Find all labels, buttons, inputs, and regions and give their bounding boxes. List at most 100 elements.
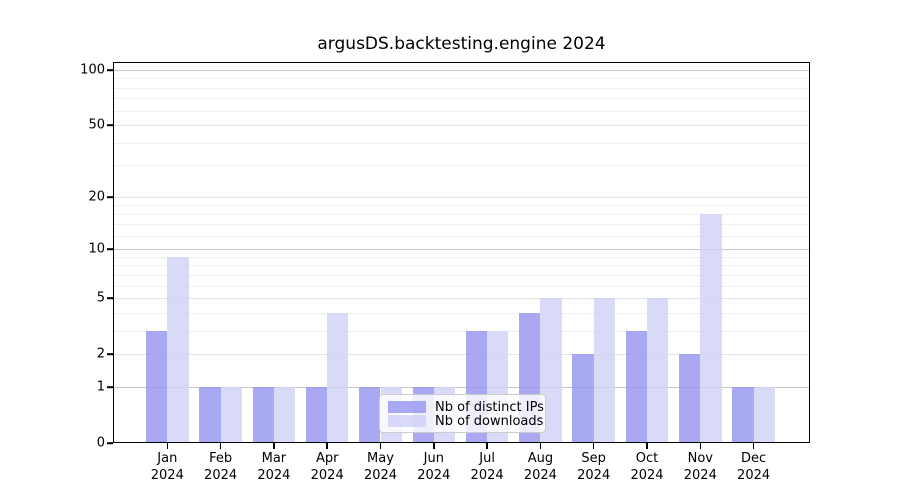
x-tick-label-feb: Feb 2024: [189, 450, 253, 484]
gridline-y-60: [113, 110, 810, 112]
bar-downloads-mar: [273, 386, 296, 443]
legend-item-distinct-ips: Nb of distinct IPs: [388, 400, 544, 415]
x-tick-year-nov: 2024: [683, 468, 717, 483]
gridline-y-9: [113, 256, 810, 258]
gridline-y-7: [113, 274, 810, 276]
y-tick-label-2: 2: [96, 346, 105, 362]
gridline-y-90: [113, 78, 810, 80]
gridline-y-6: [113, 285, 810, 287]
y-tick-mark-2: [107, 353, 113, 355]
bar-distinct-ips-jan: [146, 330, 168, 443]
x-tick-year-dec: 2024: [737, 468, 771, 483]
gridline-y-40: [113, 142, 810, 144]
y-tick-mark-1: [107, 386, 113, 388]
y-tick-mark-5: [107, 297, 113, 299]
bar-downloads-dec: [753, 386, 775, 443]
x-tick-year-jul: 2024: [470, 468, 504, 483]
x-tick-mark-feb: [219, 443, 222, 449]
x-tick-month-nov: Nov: [687, 451, 713, 466]
x-tick-label-mar: Mar 2024: [242, 450, 306, 484]
x-tick-label-nov: Nov 2024: [668, 450, 732, 484]
gridline-y-2: [113, 354, 810, 356]
bar-distinct-ips-dec: [732, 386, 754, 443]
x-tick-year-apr: 2024: [310, 468, 344, 483]
y-tick-label-50: 50: [88, 117, 105, 133]
gridline-y-16: [113, 214, 810, 216]
y-tick-label-10: 10: [88, 241, 105, 257]
legend-label-distinct-ips: Nb of distinct IPs: [435, 399, 544, 415]
x-tick-label-oct: Oct 2024: [615, 450, 679, 484]
gridline-y-14: [113, 224, 810, 226]
bar-downloads-feb: [220, 386, 242, 443]
legend-box: Nb of distinct IPs Nb of downloads: [379, 394, 546, 433]
bar-downloads-apr: [327, 312, 349, 443]
x-tick-month-aug: Aug: [527, 451, 554, 466]
x-tick-month-apr: Apr: [315, 451, 339, 466]
x-tick-year-jun: 2024: [417, 468, 451, 483]
y-tick-mark-100: [107, 69, 113, 71]
gridline-y-8: [113, 265, 810, 267]
x-tick-label-may: May 2024: [349, 450, 413, 484]
gridline-y-50: [113, 125, 810, 127]
x-tick-mark-nov: [699, 443, 702, 449]
gridline-y-12: [113, 235, 810, 237]
y-tick-mark-0: [107, 442, 113, 444]
legend-swatch-distinct-ips: [388, 401, 426, 413]
gridline-y-5: [113, 298, 810, 300]
gridline-y-18: [113, 205, 810, 207]
x-tick-mark-may: [379, 443, 382, 449]
x-tick-year-feb: 2024: [204, 468, 238, 483]
bar-distinct-ips-nov: [679, 354, 701, 443]
y-tick-label-100: 100: [80, 62, 105, 78]
x-tick-month-jun: Jun: [423, 451, 444, 466]
x-tick-mark-dec: [752, 443, 755, 449]
y-tick-label-0: 0: [96, 435, 105, 451]
x-tick-mark-jul: [486, 443, 488, 449]
x-tick-label-aug: Aug 2024: [508, 450, 572, 484]
bar-downloads-jan: [167, 256, 189, 443]
x-tick-month-may: May: [367, 451, 394, 466]
gridline-y-20: [113, 196, 810, 198]
gridline-y-30: [113, 165, 810, 167]
chart-title: argusDS.backtesting.engine 2024: [317, 34, 606, 54]
x-tick-month-jul: Jul: [479, 451, 495, 466]
y-tick-label-20: 20: [88, 189, 105, 205]
x-tick-month-oct: Oct: [635, 451, 659, 466]
gridline-y-10: [113, 249, 810, 251]
x-tick-label-sep: Sep 2024: [562, 450, 626, 484]
gridline-y-80: [113, 87, 810, 89]
x-tick-label-apr: Apr 2024: [295, 450, 359, 484]
x-tick-mark-oct: [646, 443, 648, 449]
x-tick-label-jan: Jan 2024: [135, 450, 199, 484]
x-tick-month-jan: Jan: [157, 451, 178, 466]
gridline-y-70: [113, 98, 810, 100]
x-tick-month-mar: Mar: [261, 451, 287, 466]
bar-distinct-ips-oct: [625, 330, 647, 443]
gridline-y-100: [113, 70, 810, 71]
bar-downloads-nov: [700, 214, 722, 443]
x-tick-year-oct: 2024: [630, 468, 664, 483]
x-tick-year-mar: 2024: [257, 468, 291, 483]
legend-item-downloads: Nb of downloads: [388, 414, 543, 429]
x-tick-year-aug: 2024: [523, 468, 557, 483]
bar-distinct-ips-sep: [572, 354, 594, 443]
x-tick-year-jan: 2024: [150, 468, 184, 483]
gridline-y-3: [113, 330, 810, 332]
x-tick-mark-sep: [592, 443, 595, 449]
y-tick-mark-10: [107, 248, 113, 250]
x-tick-label-dec: Dec 2024: [722, 450, 786, 484]
bar-distinct-ips-feb: [199, 386, 221, 443]
bar-downloads-sep: [593, 298, 615, 443]
bar-downloads-oct: [647, 298, 669, 443]
plot-area: [113, 62, 810, 443]
y-tick-mark-20: [107, 196, 113, 198]
y-tick-label-5: 5: [96, 290, 105, 306]
x-tick-month-sep: Sep: [581, 451, 606, 466]
y-tick-mark-50: [107, 124, 113, 127]
x-tick-year-sep: 2024: [577, 468, 611, 483]
y-tick-label-1: 1: [96, 379, 105, 395]
x-tick-label-jun: Jun 2024: [402, 450, 466, 484]
x-tick-year-may: 2024: [363, 468, 398, 483]
x-tick-mark-apr: [326, 443, 328, 449]
x-tick-label-jul: Jul 2024: [455, 450, 519, 484]
